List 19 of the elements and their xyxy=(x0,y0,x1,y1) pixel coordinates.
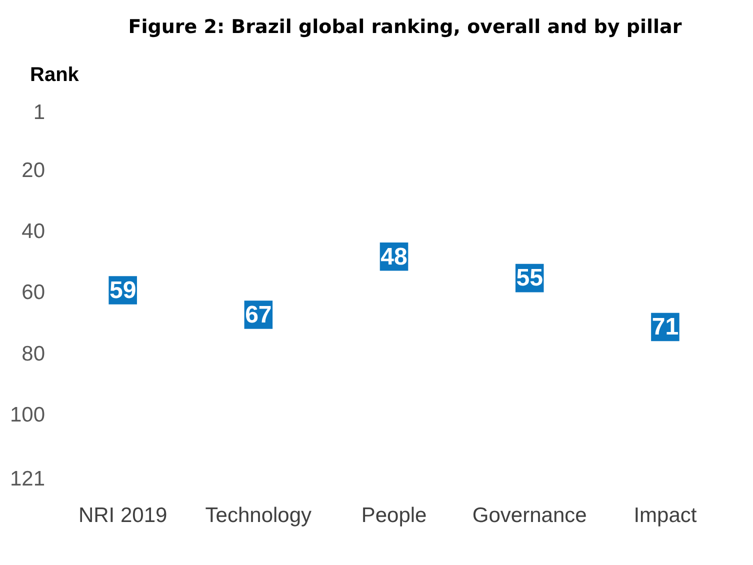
chart-title: Figure 2: Brazil global ranking, overall and by pillar xyxy=(127,16,683,38)
y-tick-label: 121 xyxy=(10,468,46,491)
x-tick-label: Technology xyxy=(205,504,312,528)
x-tick-label: People xyxy=(361,504,427,528)
y-tick-label: 40 xyxy=(22,220,46,244)
x-tick-label: Governance xyxy=(472,504,587,528)
data-label: 48 xyxy=(380,243,408,270)
data-label: 71 xyxy=(652,314,679,341)
y-tick-label: 80 xyxy=(22,342,46,366)
y-tick-label: 100 xyxy=(10,403,46,426)
data-label: 67 xyxy=(245,301,272,328)
y-tick-label: 60 xyxy=(22,281,46,304)
data-label: 55 xyxy=(516,264,543,292)
x-tick-label: Impact xyxy=(634,504,697,528)
y-tick-label: 1 xyxy=(33,100,46,124)
x-tick-label: NRI 2019 xyxy=(78,504,168,528)
data-label: 59 xyxy=(109,276,136,304)
y-tick-label: 20 xyxy=(22,158,46,182)
y-axis-title: Rank xyxy=(30,64,79,87)
